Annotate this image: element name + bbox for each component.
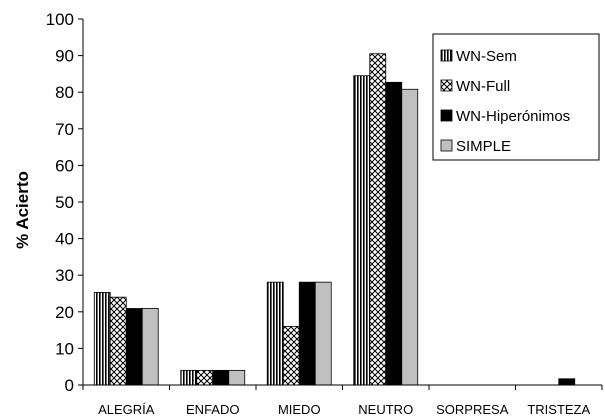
y-tick-label: 20 <box>55 303 74 322</box>
bar-wn-sem-miedo <box>266 281 284 386</box>
bar-wn-hiper-nimos-neutro <box>385 81 403 386</box>
legend-label: WN-Sem <box>456 48 517 65</box>
bar-wn-full-neutro <box>369 53 387 386</box>
bar-wn-full-enfado <box>196 369 214 386</box>
y-tick-label: 50 <box>55 193 74 212</box>
legend: WN-Sem WN-Full WN-Hiperónimos SIMPLE <box>432 33 600 161</box>
x-tick-label: NEUTRO <box>358 402 413 417</box>
legend-swatch <box>440 139 453 152</box>
y-tick-label: 30 <box>55 266 74 285</box>
bar-simple-miedo <box>314 281 332 386</box>
y-axis-label: % Acierto <box>13 171 32 249</box>
x-tick-label: ALEGRÍA <box>98 402 155 417</box>
y-tick-label: 90 <box>55 47 74 66</box>
legend-label: SIMPLE <box>456 138 511 155</box>
y-tick-label: 0 <box>65 376 74 395</box>
legend-swatch <box>440 79 453 92</box>
legend-label: WN-Full <box>456 78 510 95</box>
legend-box <box>432 33 600 161</box>
bar-wn-full-alegr-a <box>109 296 127 386</box>
bar-simple-neutro <box>401 88 419 386</box>
bar-wn-sem-neutro <box>353 75 371 386</box>
legend-label: WN-Hiperónimos <box>456 108 570 125</box>
bar-simple-alegr-a <box>141 308 159 386</box>
y-tick-label: 80 <box>55 83 74 102</box>
bar-wn-full-miedo <box>282 326 300 386</box>
bar-wn-hiper-nimos-tristeza <box>558 378 576 386</box>
y-tick-label: 60 <box>55 156 74 175</box>
plot-area: 0 10 20 30 40 50 60 70 80 90 100 ALEGRÍA ENFADO MIEDO… <box>46 10 603 417</box>
bar-wn-hiper-nimos-miedo <box>298 281 316 386</box>
x-tick-label: ENFADO <box>186 402 239 417</box>
x-tick-label: SORPRESA <box>436 402 509 417</box>
x-tick-label: MIEDO <box>278 402 321 417</box>
bar-wn-sem-alegr-a <box>93 292 111 386</box>
bar-simple-enfado <box>228 369 246 386</box>
bar-wn-hiper-nimos-alegr-a <box>125 308 143 386</box>
bar-wn-sem-enfado <box>180 369 198 386</box>
x-tick-label: TRISTEZA <box>527 402 590 417</box>
y-tick-label: 70 <box>55 120 74 139</box>
legend-swatch <box>440 109 453 122</box>
legend-swatch <box>440 49 453 62</box>
y-tick-label: 100 <box>46 10 74 29</box>
y-tick-label: 40 <box>55 230 74 249</box>
bar-wn-hiper-nimos-enfado <box>212 369 230 386</box>
y-tick-label: 10 <box>55 339 74 358</box>
